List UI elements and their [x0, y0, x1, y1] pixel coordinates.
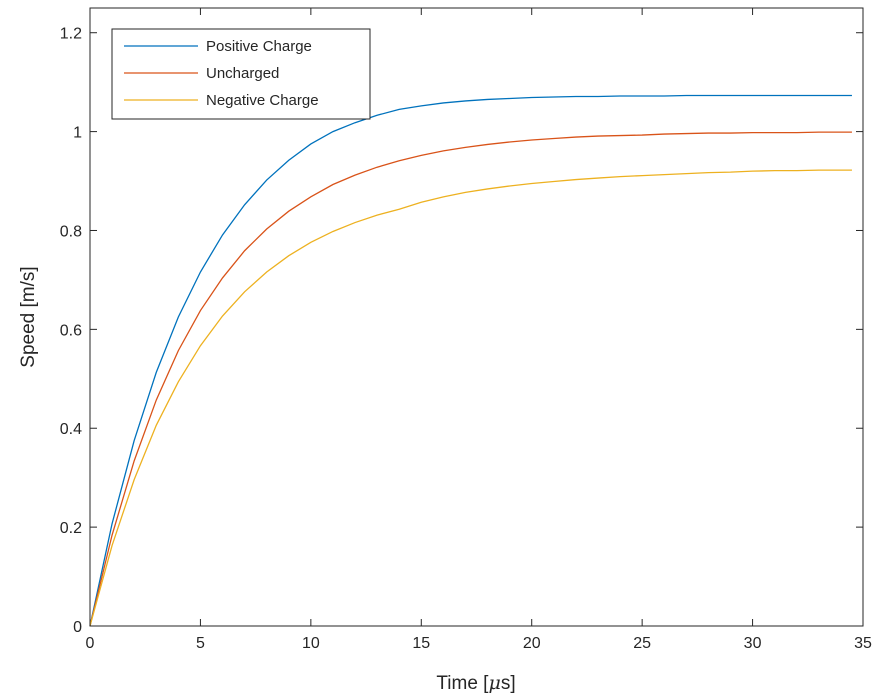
legend-label-1: Uncharged [206, 65, 279, 82]
x-tick-label: 30 [744, 635, 762, 652]
series-line-0 [89, 94, 852, 627]
x-tick-label: 15 [412, 635, 430, 652]
y-tick-label: 0.4 [60, 421, 82, 438]
axes-box [89, 7, 864, 627]
x-tick-label: 20 [523, 635, 541, 652]
y-tick-label: 0 [73, 619, 82, 636]
tick-layer: 0 5 10 15 20 25 30 35 0 0.2 0.4 0.6 0.8 1 1.2 [60, 8, 872, 652]
x-tick-label: 35 [854, 635, 872, 652]
legend-label-0: Positive Charge [206, 38, 312, 55]
legend: Positive Charge Uncharged Negative Charge [111, 28, 371, 120]
y-tick-label: 0.2 [60, 520, 82, 537]
x-axis-label-suffix: s] [501, 673, 516, 694]
series-line-2 [89, 169, 852, 627]
y-tick-label: 1.2 [60, 26, 82, 43]
x-axis-label-prefix: Time [ [436, 673, 489, 694]
legend-box [111, 28, 371, 120]
legend-label-2: Negative Charge [206, 92, 319, 109]
x-tick-label: 0 [86, 635, 95, 652]
x-tick-label: 5 [196, 635, 205, 652]
x-axis-label: Time [μs] [436, 672, 515, 694]
y-tick-label: 1 [73, 125, 82, 142]
y-tick-label: 0.6 [60, 322, 82, 339]
x-axis-label-mu: μ [488, 672, 500, 694]
y-axis-label: Speed [m/s] [18, 266, 39, 367]
x-tick-label: 10 [302, 635, 320, 652]
series-line-1 [89, 131, 852, 627]
y-tick-label: 0.8 [60, 223, 82, 240]
x-tick-label: 25 [633, 635, 651, 652]
series-layer [89, 94, 852, 627]
legend-entries: Positive Charge Uncharged Negative Charge [124, 38, 319, 109]
